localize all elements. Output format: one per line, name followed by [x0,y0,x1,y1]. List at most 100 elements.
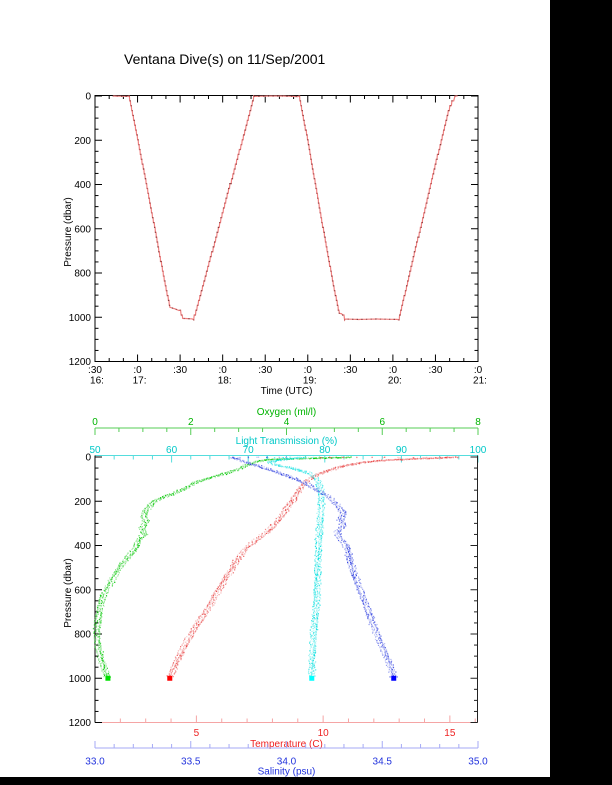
dive-track-dot [153,226,156,229]
light-transmission-profile-dot [311,662,313,664]
oxygen-profile-dot [141,536,143,539]
light-transmission-tick-label: 50 [89,445,101,456]
light-transmission-profile-dot [319,551,321,554]
salinity-profile-dot [333,501,335,504]
salinity-profile-dot [379,637,381,639]
oxygen-profile-dot [126,553,128,555]
light-transmission-profile-dot [311,669,313,671]
salinity-profile-dot [307,485,309,487]
oxygen-profile-dot [95,615,97,618]
oxygen-profile-dot [315,457,317,459]
temperature-profile-dot [292,495,294,497]
dive-track-dot [327,256,330,258]
light-transmission-profile-dot [320,493,322,495]
temperature-profile-dot [406,459,408,461]
dive-track-dot [328,260,330,263]
oxygen-profile-dot [192,484,194,486]
oxygen-profile-dot [182,489,184,492]
oxygen-profile-dot [139,539,141,541]
temperature-profile-dot [172,676,174,678]
oxygen-profile-dot [118,565,121,567]
salinity-profile-dot [316,490,318,493]
oxygen-profile-dot [102,660,104,663]
light-transmission-profile-dot [321,549,323,552]
light-transmission-profile-dot [321,522,324,524]
temperature-profile-dot [428,458,430,460]
salinity-profile-dot [370,620,372,622]
light-transmission-profile-dot [316,526,319,528]
temperature-profile-dot [214,594,216,597]
oxygen-profile-dot [124,556,126,558]
oxygen-profile-dot [93,632,95,634]
light-transmission-profile-dot [273,461,275,463]
oxygen-profile-dot [265,458,268,461]
temperature-profile-dot [206,610,208,612]
oxygen-profile-dot [99,650,101,652]
oxygen-profile-dot [103,605,105,607]
light-transmission-profile-dot [315,637,317,639]
oxygen-profile-dot [316,457,318,460]
oxygen-profile-dot [93,635,96,637]
salinity-profile-dot [281,474,283,476]
light-transmission-profile-dot [315,640,317,642]
dive-track-dot [321,221,323,224]
dive-track-dot [207,265,209,267]
oxygen-profile-dot [164,494,167,497]
oxygen-profile-dot [237,468,239,470]
oxygen-profile-dot [207,477,209,479]
oxygen-profile-dot [98,647,100,649]
temperature-profile-dot [244,553,246,555]
light-transmission-profile-dot [320,560,322,562]
oxygen-profile-dot [95,622,97,625]
oxygen-profile-dot [102,669,104,671]
oxygen-profile-dot [129,556,132,558]
oxygen-profile-dot [146,522,148,524]
bottom-y-tick-label: 400 [74,541,91,552]
light-transmission-profile-dot [313,657,315,660]
salinity-profile-dot [336,503,338,505]
light-transmission-profile-dot [317,552,319,554]
salinity-profile-dot [382,644,384,646]
light-transmission-profile-dot [318,533,321,535]
temperature-profile-dot [310,477,313,479]
oxygen-profile-dot [242,464,244,466]
salinity-profile-dot [337,539,340,542]
oxygen-profile-dot [191,483,193,485]
oxygen-profile-dot [94,640,96,642]
dive-track-dot [426,202,428,204]
light-transmission-profile-dot [279,464,281,466]
salinity-profile-dot [229,457,232,459]
salinity-profile-dot [294,478,296,480]
oxygen-profile-dot [101,609,103,611]
temperature-profile-surface-dot [356,456,358,458]
salinity-profile-dot [344,511,346,513]
salinity-profile-dot [371,626,373,628]
oxygen-profile-dot [197,481,199,483]
salinity-profile-dot [305,484,307,486]
salinity-profile-dot [336,502,339,504]
salinity-profile-dot [339,511,342,513]
dive-track-dot [311,163,313,165]
temperature-profile-dot [254,541,256,543]
light-transmission-profile-dot [298,468,300,470]
temperature-profile-dot [391,459,393,461]
temperature-profile-dot [329,469,331,471]
light-transmission-profile-dot [292,467,294,469]
light-transmission-profile-dot [317,567,320,569]
oxygen-tick-label: 4 [284,417,290,428]
oxygen-profile-dot [98,649,100,651]
temperature-profile-dot [176,662,178,665]
salinity-profile-dot [355,580,357,582]
temperature-profile-dot [232,572,234,574]
light-transmission-profile-dot [318,543,320,546]
temperature-profile-dot [215,589,217,592]
temperature-profile-dot [179,653,181,655]
salinity-profile-dot [349,562,352,564]
temperature-profile-dot [291,497,293,499]
salinity-profile-dot [354,578,356,580]
salinity-profile-dot [339,520,341,522]
dive-track-dot [420,226,422,229]
salinity-profile-dot [349,569,351,572]
light-transmission-profile-dot [303,471,305,473]
salinity-profile-dot [291,476,293,478]
